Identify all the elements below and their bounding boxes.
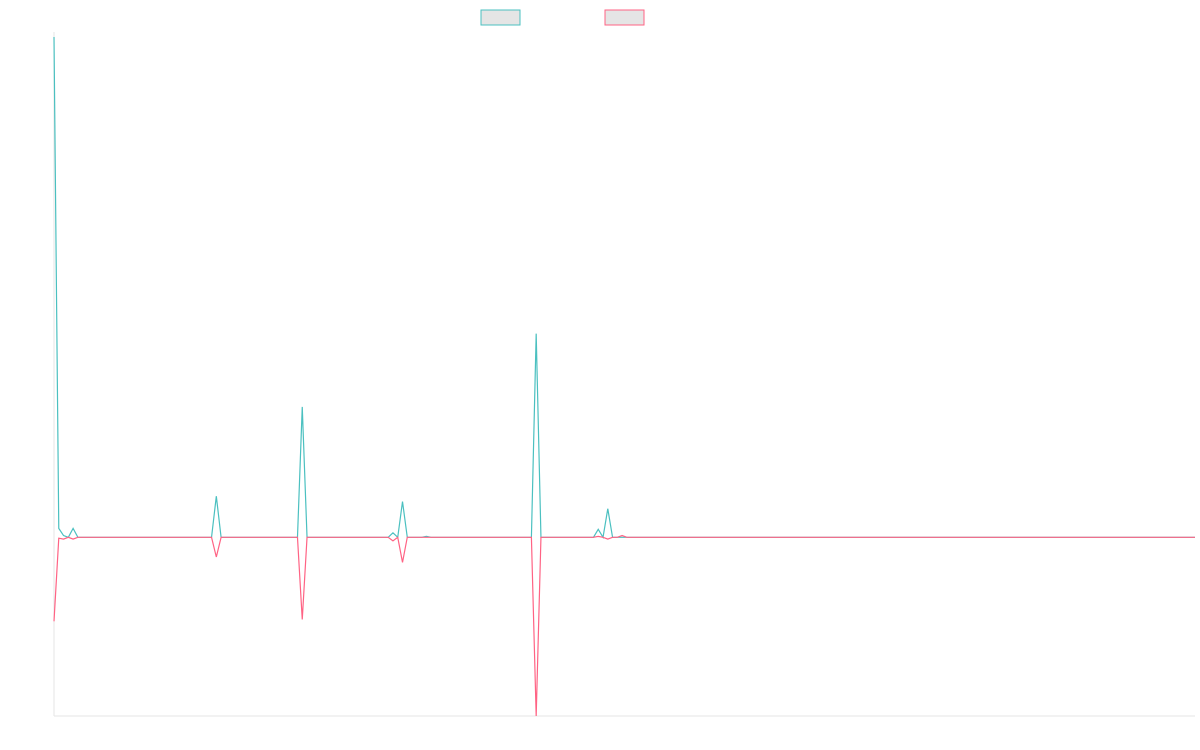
series-layer xyxy=(53,36,1195,717)
legend-item-1[interactable] xyxy=(480,9,521,26)
legend-swatch-1[interactable] xyxy=(480,9,521,26)
axes xyxy=(53,32,1195,717)
legend-item-2[interactable] xyxy=(604,9,645,26)
series-line-2 xyxy=(53,534,1195,717)
legend xyxy=(480,9,645,26)
legend-swatch-2[interactable] xyxy=(604,9,645,26)
series-line-1 xyxy=(53,36,1195,540)
